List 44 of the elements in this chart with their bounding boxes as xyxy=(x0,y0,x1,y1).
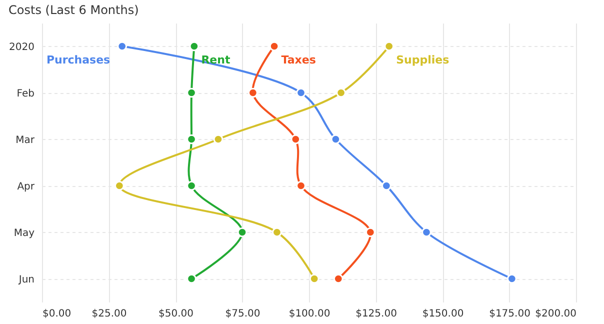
point xyxy=(296,88,306,98)
series-label: Supplies xyxy=(396,53,450,66)
x-tick-label: $125.00 xyxy=(356,308,397,320)
x-tick-label: $175.00 xyxy=(489,308,530,320)
point xyxy=(186,134,196,144)
point xyxy=(186,180,196,191)
point xyxy=(272,227,282,238)
x-tick-label: $200.00 xyxy=(535,308,576,320)
x-tick-label: $50.00 xyxy=(158,308,194,320)
y-tick-label: Feb xyxy=(16,88,34,100)
point xyxy=(365,227,376,238)
point xyxy=(186,88,196,98)
point xyxy=(290,134,301,144)
point xyxy=(333,274,344,284)
point xyxy=(381,180,392,191)
x-tick-label: $25.00 xyxy=(92,308,127,320)
y-tick-label: Apr xyxy=(17,181,36,192)
x-tick-label: $0.00 xyxy=(42,308,72,320)
y-tick-label: Mar xyxy=(16,134,36,146)
x-tick-label: $75.00 xyxy=(225,308,260,320)
point xyxy=(117,41,128,52)
point xyxy=(237,227,248,238)
point xyxy=(330,134,341,144)
point xyxy=(189,41,200,52)
point xyxy=(269,41,280,52)
series-label: Taxes xyxy=(281,53,316,66)
point xyxy=(506,274,517,284)
point xyxy=(309,274,320,284)
x-tick-label: $150.00 xyxy=(422,308,464,320)
point xyxy=(114,180,124,191)
point xyxy=(422,227,432,238)
y-tick-label: May xyxy=(14,228,35,239)
point xyxy=(213,134,224,144)
x-tick-label: $100.00 xyxy=(288,308,330,320)
point xyxy=(186,274,196,284)
series-label: Rent xyxy=(201,53,230,66)
point xyxy=(336,88,346,98)
point xyxy=(384,41,394,52)
y-tick-label: Jun xyxy=(18,274,34,286)
y-tick-label: 2020 xyxy=(9,42,34,53)
point xyxy=(296,180,306,191)
chart-title: Costs (Last 6 Months) xyxy=(8,3,139,17)
point xyxy=(248,88,258,98)
series-label: Purchases xyxy=(46,53,111,66)
